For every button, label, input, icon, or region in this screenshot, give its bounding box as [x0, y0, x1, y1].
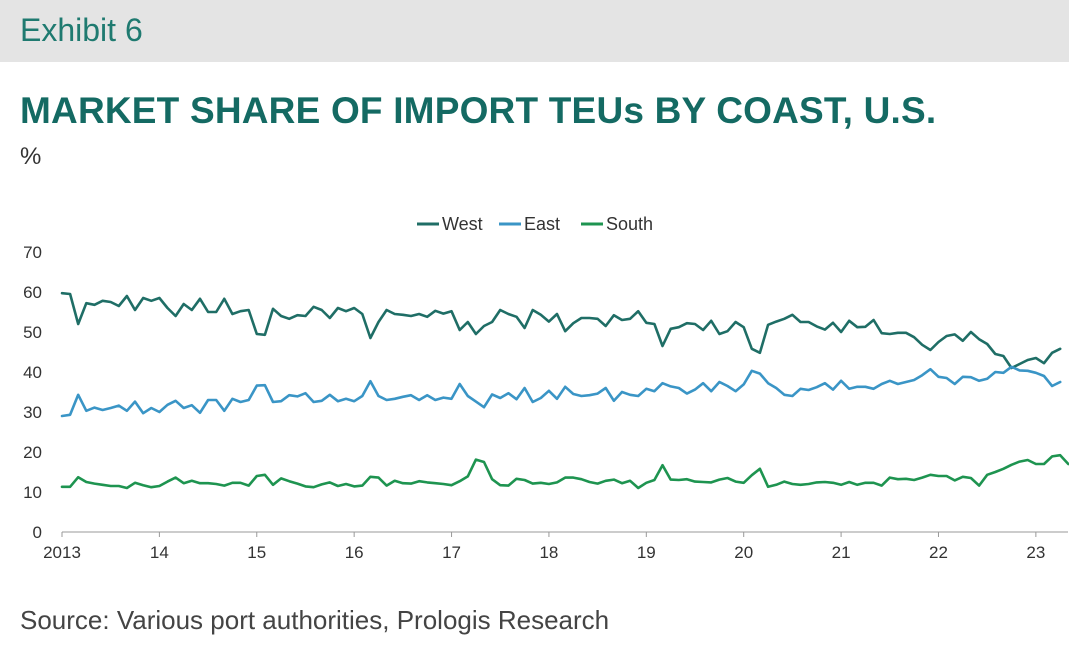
source-note: Source: Various port authorities, Prolog…: [20, 605, 610, 635]
x-tick-label: 23: [1026, 543, 1045, 562]
x-tick-label: 20: [734, 543, 753, 562]
series-line-west: [60, 291, 1062, 370]
x-tick-label: 16: [345, 543, 364, 562]
line-chart: West East South 0 10 20 30 40 50 60 70 2013 14 15 16…: [23, 214, 1069, 562]
legend-label-south: South: [606, 214, 653, 234]
legend-label-west: West: [442, 214, 483, 234]
x-tick-label: 14: [150, 543, 169, 562]
x-tick-label: 22: [929, 543, 948, 562]
y-tick-label: 0: [33, 523, 42, 542]
unit-label: %: [20, 143, 42, 170]
x-tick-label: 19: [637, 543, 656, 562]
exhibit-banner: [0, 0, 1069, 62]
x-axis: 2013 14 15 16 17 18 19 20 21 22 23: [43, 531, 1068, 562]
x-tick-label: 15: [247, 543, 266, 562]
legend: West East South: [417, 214, 653, 234]
series-line-east: [60, 365, 1062, 418]
y-tick-label: 30: [23, 403, 42, 422]
y-tick-label: 60: [23, 283, 42, 302]
y-tick-label: 20: [23, 443, 42, 462]
x-tick-label: 2013: [43, 543, 81, 562]
x-tick-label: 17: [442, 543, 461, 562]
legend-label-east: East: [524, 214, 560, 234]
exhibit-label: Exhibit 6: [20, 12, 143, 48]
chart-title: MARKET SHARE OF IMPORT TEUs BY COAST, U.…: [20, 90, 937, 131]
x-tick-label: 18: [539, 543, 558, 562]
y-axis: 0 10 20 30 40 50 60 70: [23, 243, 42, 542]
x-tick-label: 21: [832, 543, 851, 562]
plot-area: [60, 291, 1069, 490]
y-tick-label: 70: [23, 243, 42, 262]
series-line-south: [60, 453, 1069, 490]
y-tick-label: 10: [23, 483, 42, 502]
y-tick-label: 40: [23, 363, 42, 382]
y-tick-label: 50: [23, 323, 42, 342]
